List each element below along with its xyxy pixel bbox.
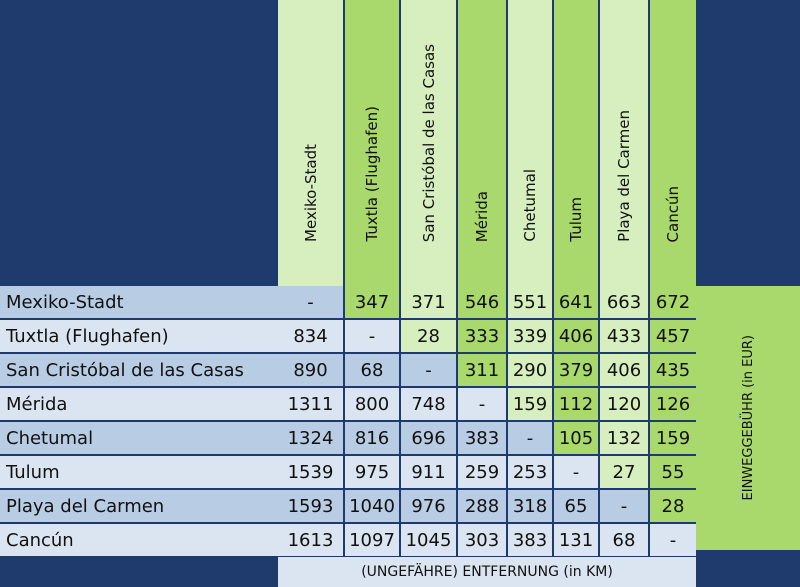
- column-header: San Cristóbal de las Casas: [401, 0, 456, 286]
- fee-cell: 379: [554, 354, 598, 386]
- distance-cell: 976: [401, 490, 456, 522]
- fee-cell: 159: [508, 388, 552, 420]
- fee-cell: 112: [554, 388, 598, 420]
- fee-cell: 406: [554, 320, 598, 352]
- fee-cell: 126: [650, 388, 696, 420]
- distance-cell: 253: [508, 456, 552, 488]
- row-label: Tulum: [0, 456, 278, 488]
- distance-cell: 1040: [345, 490, 399, 522]
- distance-cell: 259: [458, 456, 506, 488]
- fee-cell: 546: [458, 286, 506, 318]
- distance-cell: 131: [554, 524, 598, 556]
- distance-cell: 1311: [278, 388, 343, 420]
- fee-cell: 27: [600, 456, 648, 488]
- column-header-label: San Cristóbal de las Casas: [419, 43, 438, 242]
- distance-cell: 834: [278, 320, 343, 352]
- distance-cell: 303: [458, 524, 506, 556]
- distance-cell: 68: [345, 354, 399, 386]
- diagonal-cell: -: [508, 422, 552, 454]
- row-label: Chetumal: [0, 422, 278, 454]
- diagonal-cell: -: [401, 354, 456, 386]
- column-header: Mexiko-Stadt: [278, 0, 343, 286]
- column-header-label: Playa del Carmen: [615, 110, 633, 242]
- distance-cell: 1097: [345, 524, 399, 556]
- distance-cell: 800: [345, 388, 399, 420]
- fee-cell: 311: [458, 354, 506, 386]
- fee-cell: 435: [650, 354, 696, 386]
- row-label: Playa del Carmen: [0, 490, 278, 522]
- fee-cell: 433: [600, 320, 648, 352]
- column-header-label: Cancún: [664, 185, 682, 242]
- row-label: Tuxtla (Flughafen): [0, 320, 278, 352]
- diagonal-cell: -: [650, 524, 696, 556]
- fee-cell: 672: [650, 286, 696, 318]
- column-header-label: Tuxtla (Flughafen): [363, 106, 381, 242]
- column-header: Tuxtla (Flughafen): [345, 0, 399, 286]
- fee-cell: 641: [554, 286, 598, 318]
- fee-cell: 55: [650, 456, 696, 488]
- distance-cell: 748: [401, 388, 456, 420]
- distance-cell: 68: [600, 524, 648, 556]
- distance-cell: 890: [278, 354, 343, 386]
- distance-cell: 1539: [278, 456, 343, 488]
- column-header-label: Tulum: [567, 197, 585, 242]
- diagonal-cell: -: [600, 490, 648, 522]
- column-header-label: Chetumal: [521, 169, 539, 242]
- distance-cell: 1613: [278, 524, 343, 556]
- distance-cell: 911: [401, 456, 456, 488]
- distance-cell: 288: [458, 490, 506, 522]
- fee-cell: 120: [600, 388, 648, 420]
- fee-cell: 290: [508, 354, 552, 386]
- fee-cell: 457: [650, 320, 696, 352]
- distance-cell: 696: [401, 422, 456, 454]
- fee-cell: 347: [345, 286, 399, 318]
- fee-cell: 333: [458, 320, 506, 352]
- column-header: Tulum: [554, 0, 598, 286]
- distance-axis-label: (UNGEFÄHRE) ENTFERNUNG (in KM): [278, 557, 696, 587]
- fee-cell: 551: [508, 286, 552, 318]
- fee-cell: 339: [508, 320, 552, 352]
- fee-cell: 406: [600, 354, 648, 386]
- column-header: Playa del Carmen: [600, 0, 648, 286]
- fee-cell: 159: [650, 422, 696, 454]
- row-label: Mexiko-Stadt: [0, 286, 278, 318]
- row-label: San Cristóbal de las Casas: [0, 354, 278, 386]
- fee-cell: 663: [600, 286, 648, 318]
- column-header: Chetumal: [508, 0, 552, 286]
- diagonal-cell: -: [345, 320, 399, 352]
- fee-axis-label: EINWEGGEBÜHR (in EUR): [696, 286, 800, 550]
- column-header-label: Mérida: [473, 190, 491, 242]
- fee-cell: 28: [401, 320, 456, 352]
- column-header: Cancún: [650, 0, 696, 286]
- column-header-label: Mexiko-Stadt: [301, 144, 320, 242]
- distance-cell: 318: [508, 490, 552, 522]
- fee-axis-text: EINWEGGEBÜHR (in EUR): [740, 335, 756, 501]
- fee-cell: 105: [554, 422, 598, 454]
- distance-cell: 383: [508, 524, 552, 556]
- diagonal-cell: -: [554, 456, 598, 488]
- distance-cell: 975: [345, 456, 399, 488]
- distance-cell: 1593: [278, 490, 343, 522]
- column-header: Mérida: [458, 0, 506, 286]
- row-label: Mérida: [0, 388, 278, 420]
- row-label: Cancún: [0, 524, 278, 556]
- distance-cell: 1324: [278, 422, 343, 454]
- distance-cell: 65: [554, 490, 598, 522]
- fee-cell: 132: [600, 422, 648, 454]
- distance-cell: 1045: [401, 524, 456, 556]
- diagonal-cell: -: [278, 286, 343, 318]
- distance-cell: 816: [345, 422, 399, 454]
- fee-cell: 371: [401, 286, 456, 318]
- fee-cell: 28: [650, 490, 696, 522]
- distance-cell: 383: [458, 422, 506, 454]
- diagonal-cell: -: [458, 388, 506, 420]
